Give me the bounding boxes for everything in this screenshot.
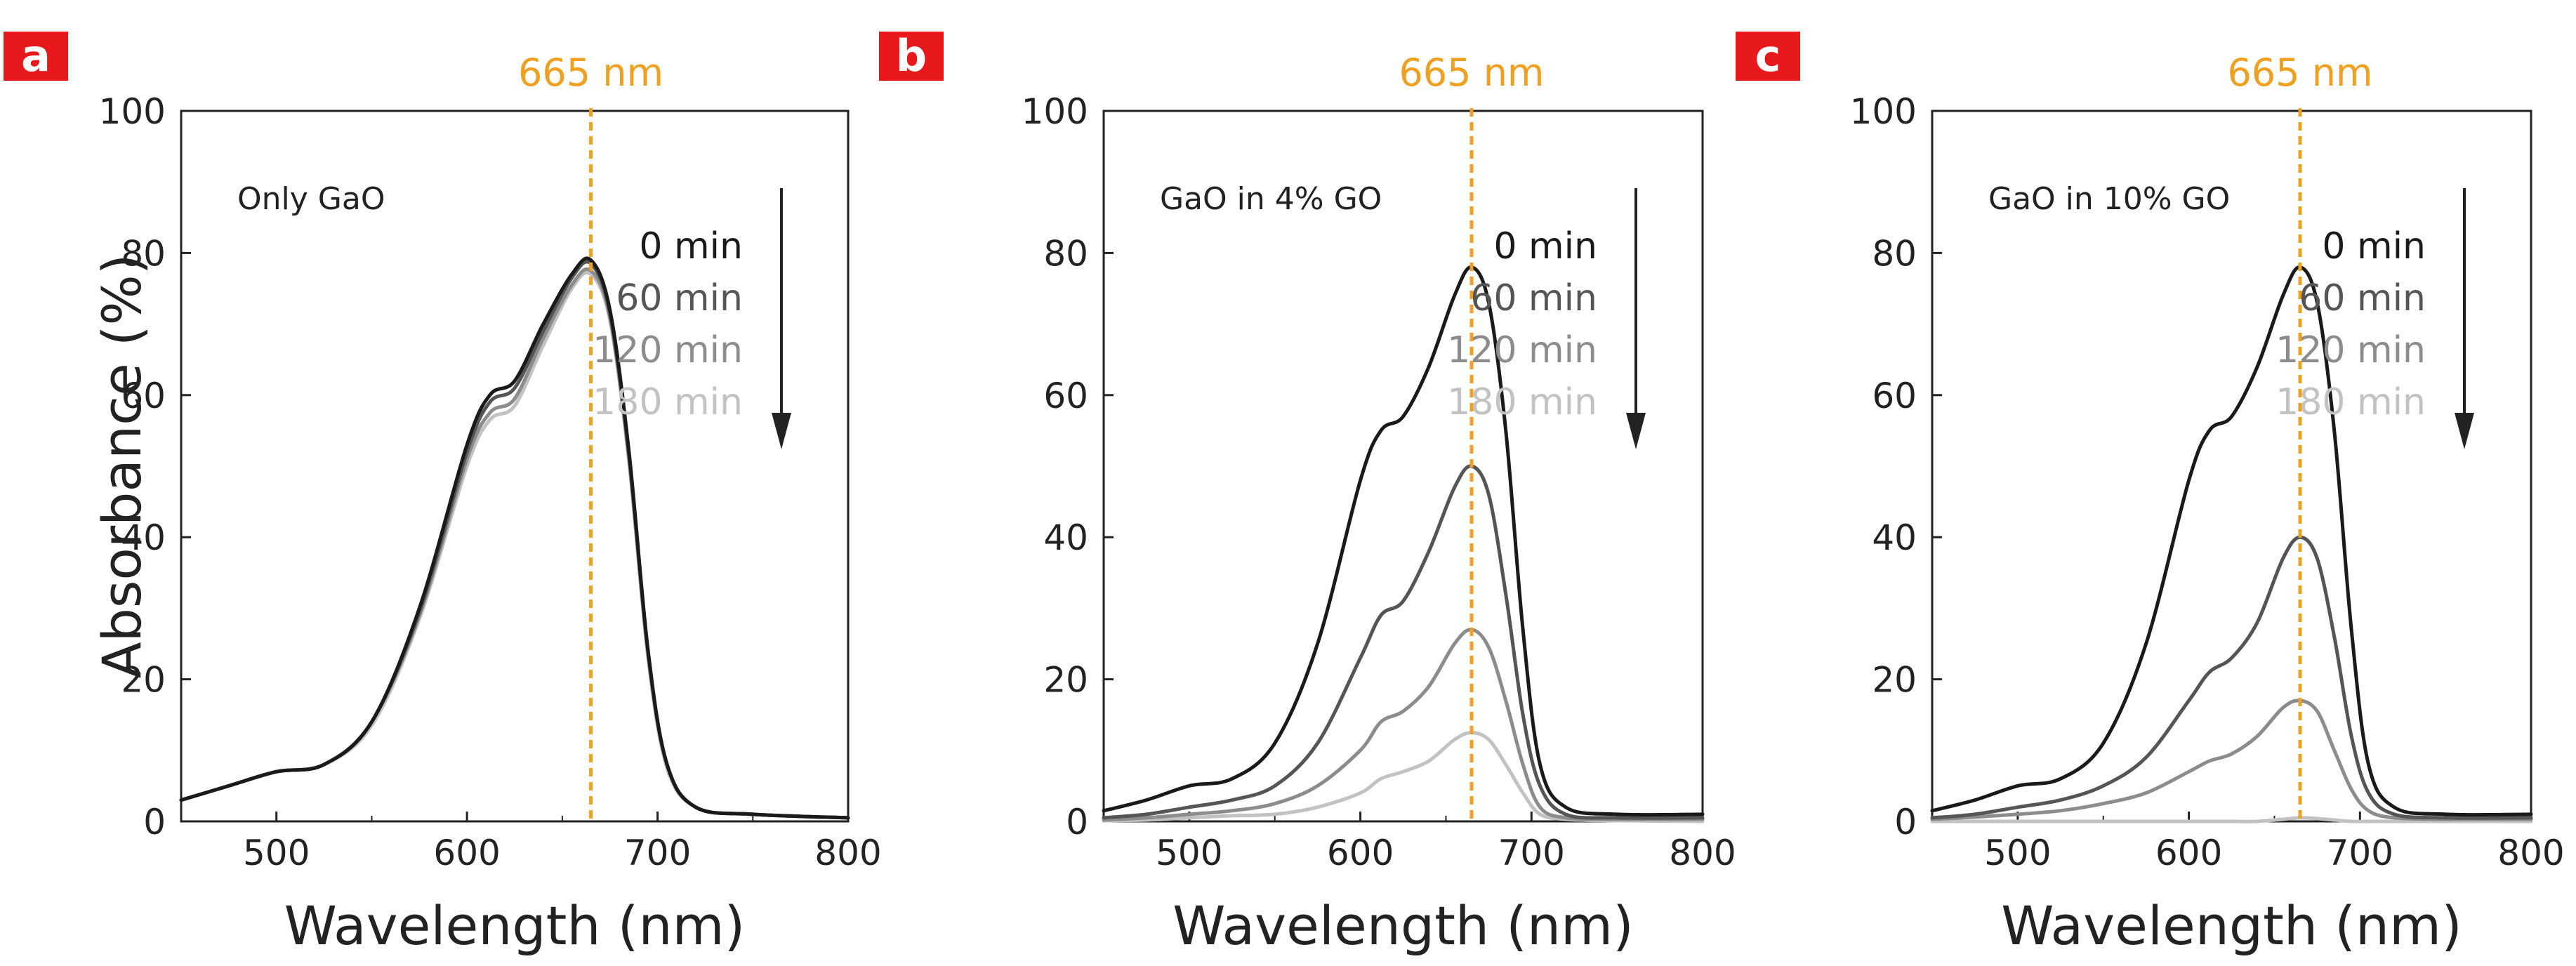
y-tick-label: 40 <box>1872 517 1917 558</box>
legend-entry: 60 min <box>1470 277 1597 319</box>
trend-arrow-head <box>772 413 791 449</box>
series-line-3 <box>1102 731 1705 823</box>
legend-entry: 180 min <box>2276 381 2426 423</box>
trend-arrow-head <box>1626 413 1646 449</box>
y-tick-label: 0 <box>1066 802 1088 842</box>
panel-badge <box>1736 32 1800 81</box>
x-tick-label: 700 <box>2327 833 2393 873</box>
y-tick-label: 80 <box>1043 233 1088 274</box>
panel-label: b <box>896 30 927 81</box>
series-line-0 <box>1102 265 1705 817</box>
plot-frame <box>180 110 850 823</box>
legend-entry: 0 min <box>1493 225 1597 267</box>
plot-frame <box>1102 110 1704 823</box>
x-axis-label: Wavelength (nm) <box>1173 894 1634 957</box>
y-tick-label: 100 <box>1022 91 1088 132</box>
y-tick-label: 40 <box>1043 517 1088 558</box>
legend-entry: 60 min <box>2299 277 2426 319</box>
series-line-3 <box>179 270 850 820</box>
y-tick-label: 60 <box>1872 376 1917 416</box>
marker-label: 665 nm <box>2227 51 2372 95</box>
y-tick-label: 100 <box>99 91 166 132</box>
y-tick-label: 40 <box>121 517 166 558</box>
y-tick-label: 80 <box>121 233 166 274</box>
legend-entry: 120 min <box>593 329 743 371</box>
legend-entry: 180 min <box>1447 381 1597 423</box>
panel-a: a 0 20 40 60 80 100 500 600 700 800 Wavelength (nm)… <box>4 30 882 957</box>
series-line-1 <box>179 260 850 820</box>
x-tick-label: 600 <box>2155 833 2222 873</box>
y-tick-label: 100 <box>1850 91 1917 132</box>
marker-label: 665 nm <box>1399 51 1544 95</box>
x-axis-label: Wavelength (nm) <box>284 894 746 957</box>
legend-entry: 0 min <box>639 225 743 267</box>
series-line-2 <box>1102 628 1705 822</box>
series-line-2 <box>179 267 850 820</box>
y-tick-label: 80 <box>1872 233 1917 274</box>
y-tick-label: 20 <box>1043 660 1088 701</box>
x-tick-label: 700 <box>624 833 691 873</box>
x-tick-label: 800 <box>1669 833 1736 873</box>
x-tick-label: 500 <box>243 833 310 873</box>
legend-entry: 180 min <box>593 381 743 423</box>
x-axis-label: Wavelength (nm) <box>2001 894 2462 957</box>
panel-badge <box>4 32 68 81</box>
y-axis-label: Absorbance (%) <box>91 254 153 679</box>
series-line-0 <box>1930 265 2533 817</box>
x-tick-label: 500 <box>1984 833 2051 873</box>
series-line-1 <box>1102 464 1705 820</box>
series-line-2 <box>1930 699 2533 821</box>
legend-entry: 60 min <box>616 277 743 319</box>
series-line-1 <box>1930 535 2533 820</box>
y-tick-label: 20 <box>121 660 166 701</box>
panel-label: a <box>21 30 51 81</box>
y-tick-label: 0 <box>143 802 166 842</box>
series-line-3 <box>1930 816 2533 823</box>
y-tick-label: 0 <box>1894 802 1917 842</box>
legend-entry: 120 min <box>1447 329 1597 371</box>
x-tick-label: 500 <box>1156 833 1222 873</box>
marker-label: 665 nm <box>518 51 663 95</box>
plot-frame <box>1931 110 2532 823</box>
panel-c: c 0 20 40 60 80 100 500 600 700 800 Wavelength (nm)… <box>1736 30 2565 957</box>
legend-entry: 0 min <box>2322 225 2426 267</box>
trend-arrow-head <box>2455 413 2474 449</box>
y-tick-label: 60 <box>121 376 166 416</box>
x-tick-label: 600 <box>433 833 500 873</box>
panel-label: c <box>1755 30 1781 81</box>
y-tick-label: 20 <box>1872 660 1917 701</box>
x-tick-label: 800 <box>2497 833 2564 873</box>
panel-annotation: GaO in 10% GO <box>1988 181 2230 217</box>
legend-entry: 120 min <box>2276 329 2426 371</box>
x-tick-label: 600 <box>1327 833 1394 873</box>
panel-badge <box>879 32 944 81</box>
y-tick-label: 60 <box>1043 376 1088 416</box>
series-line-0 <box>179 256 850 820</box>
panel-annotation: GaO in 4% GO <box>1160 181 1382 217</box>
x-tick-label: 800 <box>814 833 881 873</box>
panel-annotation: Only GaO <box>237 181 385 217</box>
x-tick-label: 700 <box>1498 833 1565 873</box>
panel-b: b 0 20 40 60 80 100 500 600 700 800 Wavelength (nm)… <box>879 30 1736 957</box>
